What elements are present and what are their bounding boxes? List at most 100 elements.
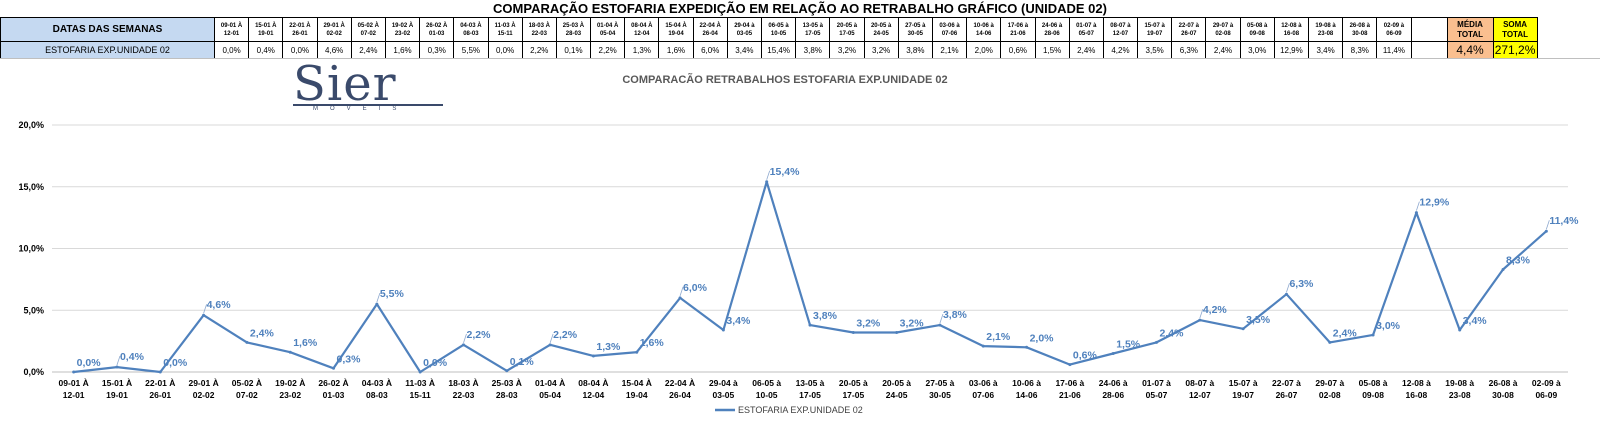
data-label: 3,5%: [1246, 314, 1271, 326]
media-total-header-line1: MÉDIA: [1457, 19, 1483, 29]
week-start-text: 09-01 À: [220, 22, 243, 29]
data-label: 0,6%: [1073, 350, 1098, 362]
soma-total-header: SOMA TOTAL: [1492, 17, 1538, 42]
week-start-text: 19-02 À: [391, 22, 414, 29]
legend-label: ESTOFARIA EXP.UNIDADE 02: [738, 405, 863, 415]
week-start-text: 10-06 à: [973, 22, 994, 29]
data-point: [1284, 292, 1288, 296]
data-point: [418, 370, 422, 374]
week-header-cell: 01-04 À 05-04: [590, 17, 626, 42]
data-point: [158, 370, 162, 374]
week-header-cell: 17-06 à 21-06: [1000, 17, 1036, 42]
week-start-text: 17-06 à: [1007, 22, 1029, 29]
data-point: [505, 369, 509, 373]
data-label: 4,6%: [207, 299, 232, 311]
x-tick-label: 15-01 À: [102, 378, 132, 388]
week-end-text: 14-06: [976, 30, 992, 37]
week-header-cell: 04-03 À 08-03: [453, 17, 489, 42]
data-label: 3,2%: [900, 317, 925, 329]
week-end-text: 17-05: [805, 30, 821, 37]
data-point: [202, 313, 206, 317]
x-tick-label: 30-08: [1492, 390, 1514, 400]
data-point: [591, 354, 595, 358]
media-total-header: MÉDIA TOTAL: [1446, 17, 1494, 42]
x-tick-label: 12-01: [63, 390, 85, 400]
week-start-text: 29-01 À: [323, 22, 345, 29]
data-label: 8,3%: [1506, 254, 1531, 266]
x-tick-label: 02-08: [1319, 390, 1341, 400]
data-label: 0,3%: [337, 353, 362, 365]
week-header-cell: 18-03 À 22-03: [521, 17, 557, 42]
week-end-text: 23-02: [394, 30, 411, 37]
table-row-values: ESTOFARIA EXP.UNIDADE 02 0,0% 0,4% 0,0% 4,6…: [0, 41, 1538, 59]
y-tick-label: 0,0%: [23, 367, 44, 377]
leader-line: [1416, 201, 1420, 211]
data-label: 5,5%: [380, 288, 405, 300]
week-header-cell: 02-09 à 06-09: [1376, 17, 1412, 42]
week-header-cell: 15-04 À 19-04: [658, 17, 694, 42]
week-start-text: 13-05 à: [802, 22, 823, 29]
leader-line: [679, 286, 684, 297]
week-end-text: 08-03: [463, 30, 479, 37]
data-label: 1,6%: [293, 337, 318, 349]
week-end-text: 19-01: [258, 30, 274, 37]
data-label: 1,6%: [640, 337, 665, 349]
y-tick-label: 20,0%: [18, 120, 44, 130]
week-end-text: 02-02: [326, 30, 342, 37]
x-tick-label: 19-07: [1232, 390, 1254, 400]
week-end-text: 22-03: [531, 30, 547, 37]
week-start-text: 22-04 À: [699, 22, 721, 29]
data-label: 15,4%: [770, 166, 800, 178]
data-point: [1371, 333, 1375, 337]
week-start-text: 27-05 à: [905, 22, 926, 29]
week-start-text: 02-09 à: [1383, 22, 1405, 29]
week-value-cell: 1,5%: [1034, 41, 1070, 59]
week-value-cell: 3,2%: [863, 41, 899, 59]
week-header-cell: 29-01 À 02-02: [316, 17, 352, 42]
week-end-text: 05-04: [599, 30, 616, 37]
data-point: [461, 343, 465, 347]
x-tick-label: 29-07 à: [1315, 378, 1344, 388]
week-start-text: 24-06 à: [1041, 22, 1063, 29]
data-point: [808, 323, 812, 327]
week-end-text: 09-08: [1249, 30, 1265, 37]
data-point: [765, 180, 769, 184]
x-tick-label: 27-05 à: [926, 378, 955, 388]
week-start-text: 18-03 À: [528, 22, 550, 29]
x-tick-label: 26-02 À: [318, 378, 348, 388]
x-tick-label: 05-07: [1146, 390, 1168, 400]
week-start-text: 25-03 À: [562, 22, 585, 29]
x-tick-label: 07-02: [236, 390, 258, 400]
data-point: [1155, 340, 1159, 344]
x-tick-label: 24-06 à: [1099, 378, 1128, 388]
week-start-text: 20-05 à: [836, 22, 858, 29]
x-tick-label: 14-06: [1016, 390, 1038, 400]
y-tick-label: 15,0%: [18, 182, 44, 192]
week-start-text: 26-08 à: [1349, 22, 1370, 29]
spacer-cell: [1410, 41, 1448, 59]
x-tick-label: 26-01: [149, 390, 171, 400]
week-value-cell: 0,0%: [487, 41, 523, 59]
leader-line: [463, 333, 467, 343]
week-start-text: 29-04 à: [734, 22, 755, 29]
page-title: COMPARAÇÃO ESTOFARIA EXPEDIÇÃO EM RELAÇÃ…: [493, 1, 1107, 16]
data-label: 3,2%: [856, 317, 881, 329]
data-label: 2,4%: [1333, 327, 1358, 339]
data-point: [548, 343, 552, 347]
data-label: 2,2%: [553, 329, 578, 341]
data-point: [72, 370, 76, 374]
x-tick-label: 10-05: [756, 390, 778, 400]
week-header-cell: 03-06 à 07-06: [931, 17, 968, 42]
data-point: [721, 328, 725, 332]
x-tick-label: 13-05 à: [796, 378, 825, 388]
data-label: 3,4%: [1463, 315, 1488, 327]
data-point: [1111, 351, 1115, 355]
week-end-text: 28-03: [565, 30, 582, 37]
week-end-text: 21-06: [1010, 30, 1026, 37]
x-tick-label: 20-05 à: [882, 378, 911, 388]
week-end-text: 26-07: [1181, 30, 1197, 37]
x-tick-label: 26-08 à: [1489, 378, 1518, 388]
data-label: 0,0%: [77, 357, 102, 369]
x-tick-label: 28-03: [496, 390, 518, 400]
x-tick-label: 09-08: [1362, 390, 1384, 400]
